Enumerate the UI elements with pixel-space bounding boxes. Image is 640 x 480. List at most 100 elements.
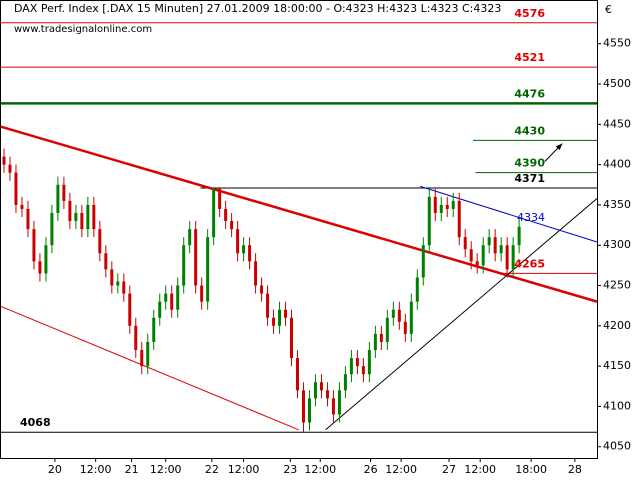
y-tick-label: 4550 <box>603 37 631 50</box>
candle-body <box>200 285 204 302</box>
trend-line <box>0 125 598 303</box>
y-tick-label: 4150 <box>603 359 631 372</box>
candle-body <box>248 245 252 262</box>
candle-body <box>26 208 30 230</box>
candle-body <box>379 333 383 342</box>
x-tick-label: 12:00 <box>304 463 336 476</box>
level-label: 4371 <box>514 172 545 185</box>
candle-body <box>433 196 437 213</box>
candle-body <box>50 212 54 246</box>
y-unit: € <box>605 3 612 16</box>
x-tick-label: 12:00 <box>464 463 496 476</box>
x-tick-label: 26 <box>364 463 378 476</box>
candle-body <box>164 293 168 302</box>
candle-body <box>128 293 132 326</box>
candle-body <box>266 293 270 318</box>
candle-body <box>355 358 359 367</box>
trend-label: 4334 <box>517 211 545 224</box>
candle-body <box>206 237 210 302</box>
x-tick-label: 28 <box>568 463 582 476</box>
candle-body <box>469 249 473 262</box>
candle-body <box>463 237 467 250</box>
x-tick-label: 27 <box>442 463 456 476</box>
candle-body <box>415 277 419 302</box>
candle-body <box>44 245 48 274</box>
candle-body <box>505 245 509 270</box>
candle-body <box>361 366 365 375</box>
candle-body <box>313 382 317 399</box>
candle-body <box>307 398 311 423</box>
level-label: 4265 <box>514 257 545 270</box>
candle-body <box>74 212 78 222</box>
candle-body <box>212 188 216 238</box>
x-tick-label: 23 <box>283 463 297 476</box>
y-tick-label: 4250 <box>603 279 631 292</box>
candle-body <box>343 374 347 391</box>
candle-body <box>296 358 300 391</box>
candle-body <box>104 253 108 270</box>
candle-body <box>80 212 84 230</box>
x-tick-label: 20 <box>48 463 62 476</box>
candle-body <box>349 358 353 375</box>
candle-body <box>86 204 90 230</box>
candle-body <box>301 390 305 423</box>
candle-body <box>272 317 276 326</box>
x-tick-label: 18:00 <box>515 463 547 476</box>
candle-body <box>158 301 162 318</box>
candle-body <box>493 237 497 254</box>
candle-body <box>62 184 66 201</box>
candle-body <box>92 204 96 230</box>
candle-body <box>146 341 150 367</box>
y-tick-label: 4200 <box>603 319 631 332</box>
candle-body <box>385 317 389 342</box>
candle-body <box>373 333 377 350</box>
x-tick-label: 12:00 <box>385 463 417 476</box>
candle-body <box>230 221 234 230</box>
candle-body <box>140 349 144 367</box>
candle-body <box>367 349 371 375</box>
candle-body <box>20 204 24 209</box>
x-tick-label: 12:00 <box>80 463 112 476</box>
candle-body <box>98 229 102 254</box>
candle-body <box>116 281 120 286</box>
candle-body <box>421 245 425 278</box>
y-tick-label: 4400 <box>603 158 631 171</box>
x-tick-label: 22 <box>205 463 219 476</box>
candle-body <box>32 229 36 262</box>
candle-body <box>182 245 186 286</box>
candle-body <box>152 317 156 342</box>
candle-body <box>475 261 479 266</box>
candle-body <box>439 204 443 213</box>
candle-body <box>445 204 449 209</box>
header-bg <box>1 1 507 16</box>
candle-body <box>290 317 294 359</box>
candle-body <box>260 285 264 294</box>
candle-body <box>236 229 240 254</box>
candle-body <box>319 382 323 391</box>
candle-body <box>134 325 138 350</box>
candle-body <box>427 196 431 246</box>
level-label: 4521 <box>514 51 545 64</box>
candle-body <box>278 309 282 326</box>
level-label: 4576 <box>514 7 545 20</box>
candle-body <box>397 309 401 322</box>
candle-body <box>331 398 335 415</box>
candle-body <box>511 245 515 270</box>
candle-body <box>254 261 258 286</box>
watermark: www.tradesignalonline.com <box>14 24 152 35</box>
candle-body <box>284 309 288 318</box>
level-label: 4430 <box>514 124 545 137</box>
x-tick-label: 21 <box>125 463 139 476</box>
candle-body <box>487 237 491 246</box>
candle-body <box>8 164 12 173</box>
candle-body <box>68 200 72 222</box>
candle-body <box>391 309 395 318</box>
candle-body <box>194 229 198 286</box>
y-tick-label: 4050 <box>603 440 631 453</box>
candle-body <box>170 293 174 310</box>
candle-body <box>409 301 413 334</box>
candle-body <box>188 229 192 246</box>
candle-body <box>176 285 180 310</box>
arrow-head <box>555 143 563 151</box>
